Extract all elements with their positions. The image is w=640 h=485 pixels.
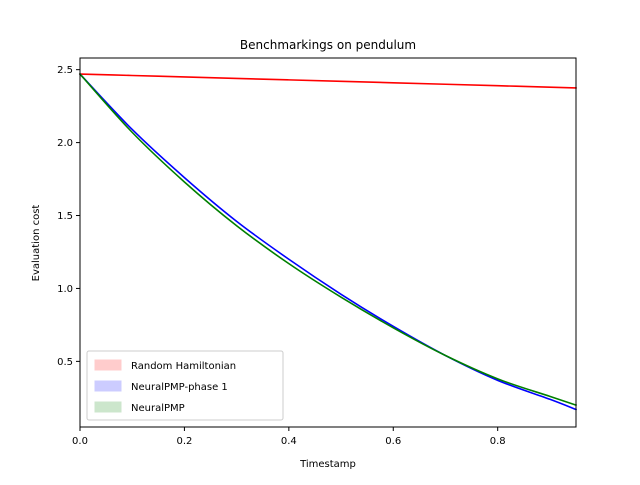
y-axis-label: Evaluation cost: [31, 205, 42, 282]
legend: Random Hamiltonian NeuralPMP-phase 1 Neura…: [86, 350, 284, 421]
series-line-neuralpmp-phase-1: [78, 72, 578, 411]
series-line-random-hamiltonian: [79, 73, 577, 89]
x-tick-label: 0.0: [72, 436, 88, 447]
x-axis-ticks: 0.0 0.2 0.4 0.6 0.8: [72, 427, 506, 447]
legend-swatch: [94, 359, 122, 371]
legend-frame: [86, 350, 284, 421]
series-layer: [78, 72, 578, 411]
y-tick-label: 2.5: [57, 65, 73, 76]
y-tick-label: 1.5: [57, 211, 73, 222]
legend-swatch: [94, 380, 122, 392]
x-tick-label: 0.6: [385, 436, 401, 447]
legend-swatch: [94, 401, 122, 413]
x-tick-label: 0.2: [176, 436, 192, 447]
legend-label: Random Hamiltonian: [131, 361, 236, 372]
legend-entries: Random Hamiltonian NeuralPMP-phase 1 Neura…: [94, 359, 236, 414]
y-axis-ticks: 0.5 1.0 1.5 2.0 2.5: [57, 65, 80, 368]
x-tick-label: 0.4: [281, 436, 297, 447]
chart-title: Benchmarkings on pendulum: [240, 38, 416, 52]
y-tick-label: 1.0: [57, 284, 73, 295]
y-tick-label: 0.5: [57, 357, 73, 368]
x-axis-label: Timestamp: [299, 459, 356, 470]
series-line-neuralpmp: [78, 72, 578, 407]
legend-label: NeuralPMP: [131, 403, 185, 414]
axes-frame: [79, 57, 577, 428]
y-tick-label: 2.0: [57, 138, 73, 149]
x-tick-label: 0.8: [490, 436, 506, 447]
legend-label: NeuralPMP-phase 1: [131, 382, 228, 393]
